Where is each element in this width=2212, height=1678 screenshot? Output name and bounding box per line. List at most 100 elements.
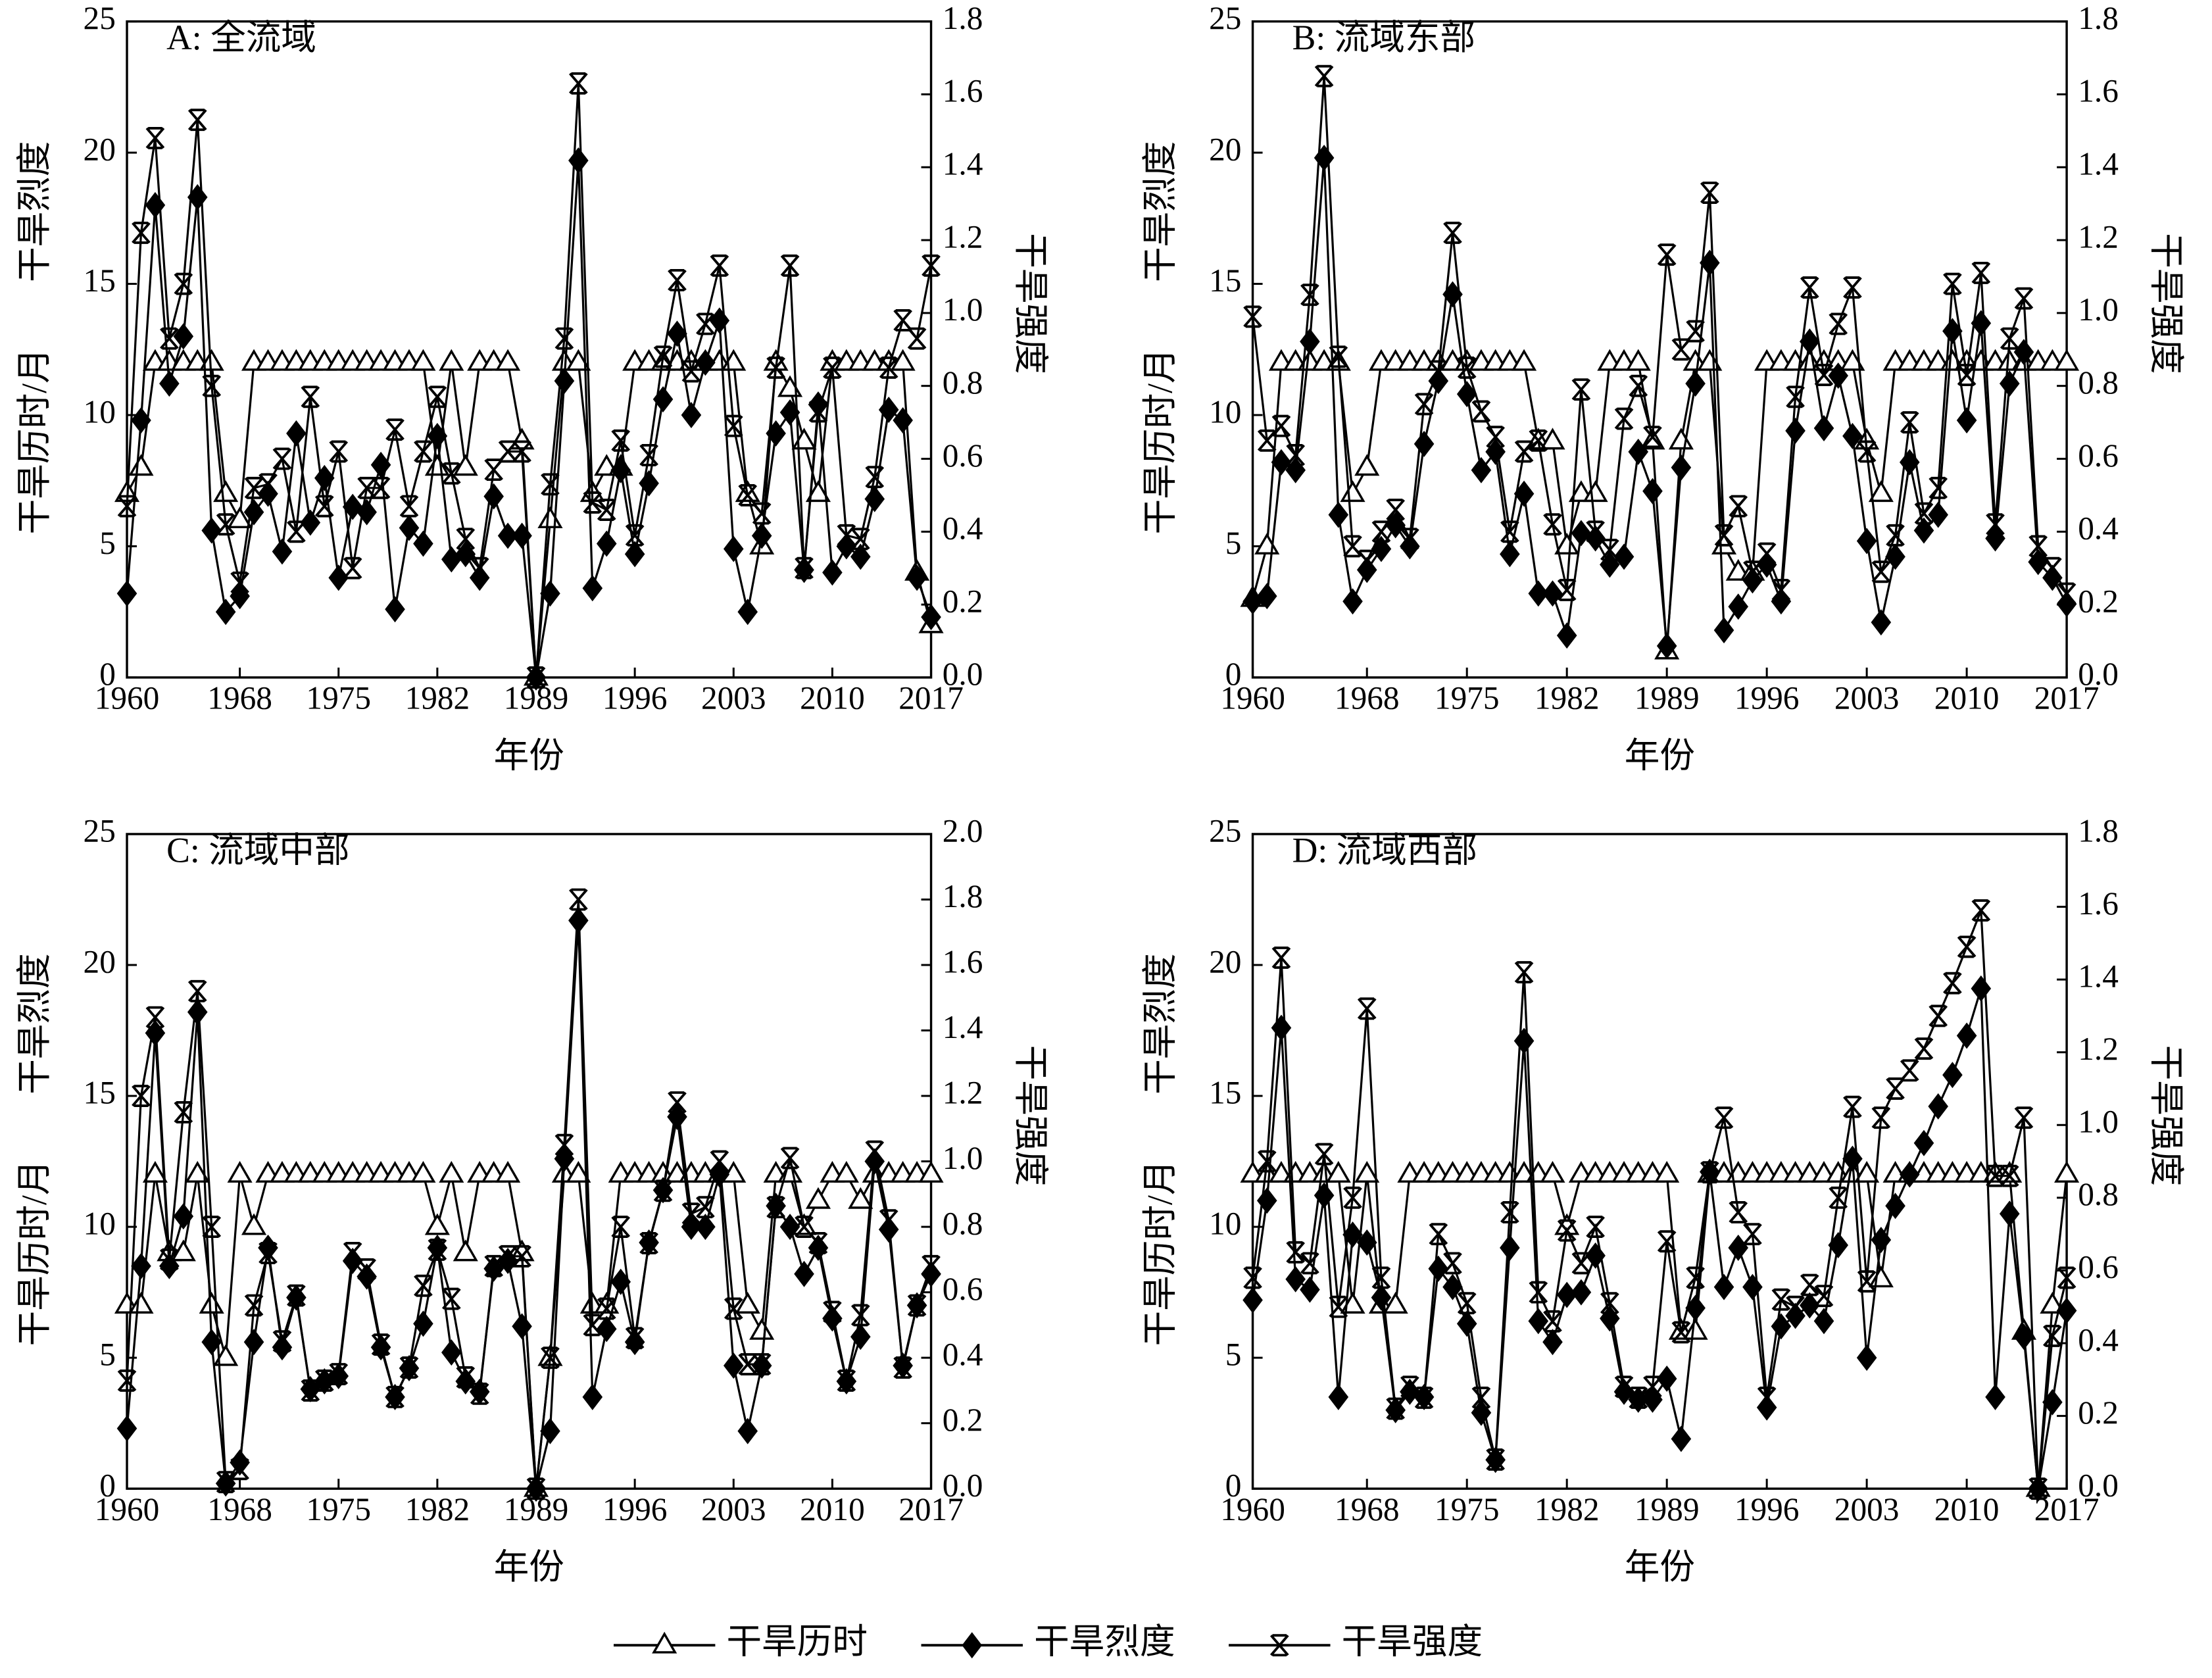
data-point [1300,328,1320,355]
data-point [187,999,208,1025]
data-point [371,476,391,499]
y2-axis-label: 干旱强度 [1011,233,1050,374]
data-point [893,308,912,332]
data-point [1871,1106,1891,1129]
data-point [724,1297,743,1320]
data-point [1854,1160,1880,1183]
data-point [1713,1273,1734,1300]
data-point [597,499,616,521]
data-point [625,1327,645,1350]
x-tick-label: 1996 [1734,680,1800,716]
data-point [456,528,476,551]
legend-label: 干旱历时 [727,1622,868,1662]
data-point [794,1260,814,1287]
data-point [498,1245,518,1268]
data-point [1971,261,1991,284]
data-point [1685,370,1706,397]
data-point [723,1352,744,1379]
data-point [1999,1200,2020,1227]
data-point [343,1241,362,1264]
data-point [1529,1281,1548,1304]
x-tick-label: 2010 [1934,680,2000,716]
data-point [1713,617,1734,644]
x-tick-label: 2010 [800,1491,865,1527]
data-point [735,1291,760,1314]
data-point [1500,1234,1520,1261]
y2-tick-label: 0.8 [2078,364,2119,401]
data-point [1742,1273,1763,1300]
data-point [132,1085,151,1108]
data-point [1340,480,1365,503]
x-tick-label: 2010 [800,680,865,716]
data-point [441,1287,461,1310]
data-point [667,320,687,347]
data-point [681,360,701,383]
data-point [1886,524,1905,547]
data-point [410,1160,436,1183]
data-point [921,604,941,631]
y-axis-label: 干旱烈度 [14,953,54,1094]
x-tick-label: 2003 [701,1491,766,1527]
x-axis-label: 年份 [494,1547,564,1587]
data-point [227,506,253,529]
data-point [1383,1291,1408,1314]
series-line [126,899,933,1489]
data-point [1929,476,1948,499]
data-point [752,1353,772,1376]
data-point [1943,972,1962,995]
data-point [695,349,716,376]
data-point [653,345,673,368]
data-point [625,524,645,547]
data-point [453,1239,478,1262]
data-point [808,400,828,423]
data-point [329,440,349,463]
data-point [596,530,617,557]
y-axis-label: 干旱历时/月 [14,1160,54,1346]
data-point [526,1477,546,1500]
data-point [1928,1093,1948,1120]
data-point [1871,609,1892,636]
data-point [1471,1387,1491,1409]
y-axis-label: 干旱烈度 [1141,953,1180,1094]
data-point [173,1203,194,1230]
data-point [554,1133,574,1156]
data-point [833,1160,859,1183]
data-point [1671,454,1692,481]
data-point [1586,1216,1605,1239]
data-point [1629,374,1648,397]
data-point [1813,1308,1834,1335]
data-point [287,520,306,543]
data-point [1328,501,1349,528]
data-point [1814,1285,1834,1308]
data-point [1728,1234,1749,1261]
data-point [1429,1223,1448,1246]
data-point [1354,454,1380,476]
y2-tick-label: 0.6 [2078,1249,2119,1285]
data-point [495,1160,521,1183]
y2-tick-label: 1.0 [2078,291,2119,328]
data-point [1357,549,1377,572]
data-point [1942,1062,1963,1089]
data-point [624,541,645,568]
data-point [439,1160,464,1183]
data-point [357,476,376,499]
data-point [1429,360,1448,383]
data-point [1986,513,2005,536]
data-point [906,564,927,591]
data-point [582,1383,603,1410]
data-point [128,454,154,476]
data-point [1529,429,1548,452]
data-point [907,1294,927,1317]
y2-tick-label: 1.8 [943,0,983,36]
data-point [357,1258,376,1281]
y2-tick-label: 1.4 [2078,146,2119,182]
data-point [1514,961,1534,984]
data-point [1886,1077,1905,1100]
data-point [213,480,239,503]
data-point [1613,543,1634,570]
data-point [202,374,222,397]
data-point [1542,1329,1563,1356]
y2-tick-label: 1.4 [943,146,983,182]
data-point [710,254,729,277]
y-axis-label: 干旱烈度 [1141,141,1180,282]
